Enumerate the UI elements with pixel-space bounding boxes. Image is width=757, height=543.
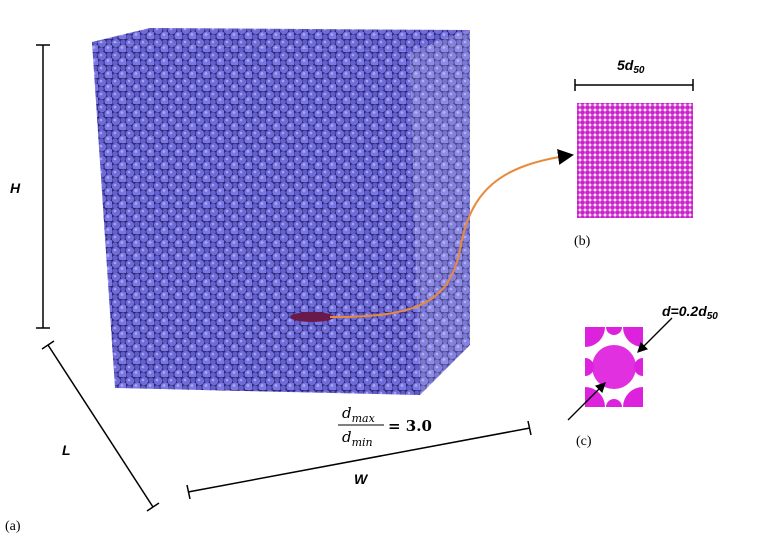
length-label: L xyxy=(62,442,71,458)
panel-a-label: (a) xyxy=(5,519,21,534)
width-label: W xyxy=(354,471,369,487)
den-sub: min xyxy=(352,436,373,449)
particle-box xyxy=(92,28,470,395)
panel-c-label: (c) xyxy=(576,434,592,449)
numerator: dmax xyxy=(342,404,376,425)
particle-grid xyxy=(577,103,693,218)
diameter-sub: 50 xyxy=(707,311,719,322)
ratio-formula: dmax dmin = 3.0 xyxy=(338,404,432,449)
size-label: 5d50 xyxy=(617,57,645,76)
denominator: dmin xyxy=(342,428,373,449)
diameter-base: d=0.2d xyxy=(662,303,707,319)
figure: H L W dmax dmin = 3.0 5d50 (b) d=0.2d50 … xyxy=(0,0,757,543)
panel-b-label: (b) xyxy=(574,234,591,249)
height-label: H xyxy=(10,180,21,196)
ratio-value: = 3.0 xyxy=(388,417,432,435)
num-base: d xyxy=(342,404,352,422)
size-base: 5d xyxy=(617,57,634,73)
size-sub: 50 xyxy=(633,65,645,76)
den-base: d xyxy=(342,428,352,446)
num-sub: max xyxy=(352,412,376,425)
